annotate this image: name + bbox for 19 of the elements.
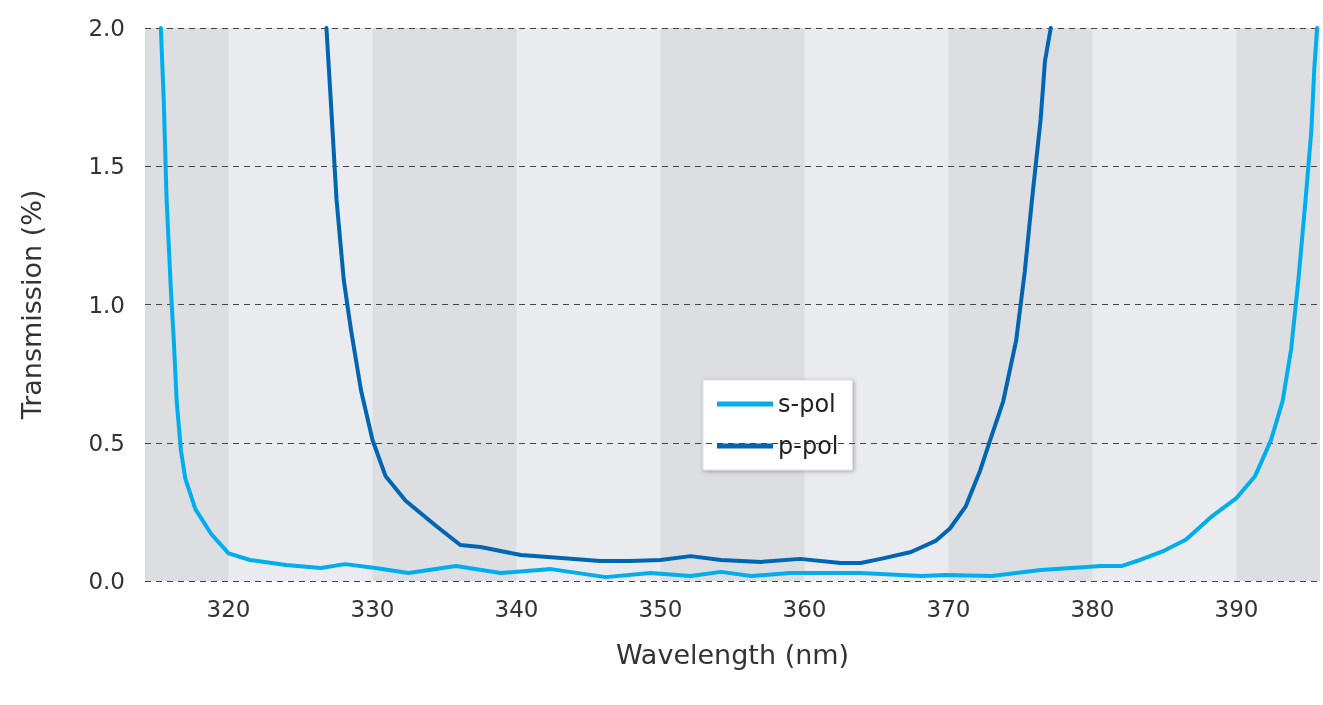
x-tick-label: 380 (1070, 595, 1115, 622)
line-series (324, 26, 1053, 566)
x-tick-label: 390 (1214, 595, 1259, 622)
y-tick-label: 0.5 (88, 429, 125, 456)
line-series (158, 26, 1320, 580)
legend-label: p-pol (778, 432, 839, 460)
y-tick-label: 2.0 (88, 15, 125, 41)
x-tick-label: 370 (926, 595, 971, 622)
x-tick-label: 360 (782, 595, 827, 622)
x-tick-label: 330 (350, 595, 395, 622)
x-tick-label: 350 (638, 595, 683, 622)
y-tick-label: 0.0 (88, 568, 125, 594)
y-tick-label: 1.0 (88, 291, 125, 318)
x-tick-label: 340 (494, 595, 539, 622)
x-tick-label: 320 (206, 595, 251, 622)
legend-label: s-pol (778, 390, 836, 418)
x-axis-title: Wavelength (nm) (615, 639, 850, 670)
y-tick-label: 1.5 (88, 153, 125, 180)
y-axis-title: Transmission (%) (16, 189, 47, 421)
